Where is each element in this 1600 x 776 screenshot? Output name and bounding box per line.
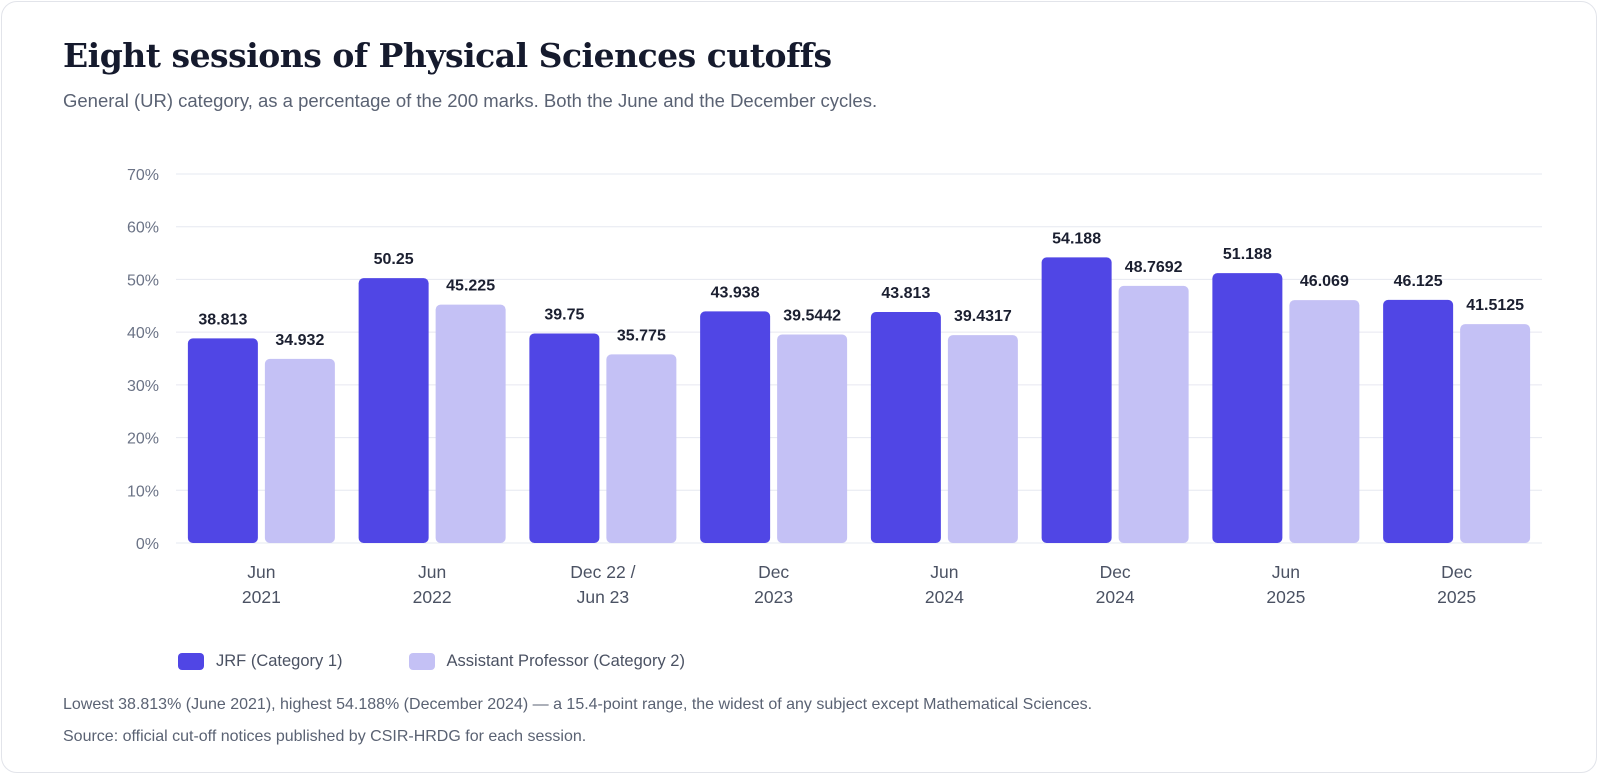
bar-jrf (870, 312, 941, 543)
y-tick-label: 30% (127, 378, 159, 395)
data-label-jrf: 43.938 (711, 284, 760, 301)
legend-label-assistant-professor: Assistant Professor (Category 2) (446, 652, 685, 670)
y-tick-label: 70% (127, 167, 159, 184)
legend-swatch-assistant-professor (408, 653, 435, 670)
y-tick-label: 0% (136, 536, 159, 553)
x-tick-label: Dec (1100, 562, 1131, 582)
bar-assistant-professor (1118, 285, 1189, 543)
y-tick-label: 10% (127, 483, 159, 500)
data-label-jrf: 43.813 (881, 285, 930, 302)
bar-assistant-professor (1289, 300, 1360, 543)
x-tick-label: Jun 23 (577, 587, 630, 607)
range-note: Lowest 38.813% (June 2021), highest 54.1… (63, 696, 1093, 713)
legend-item-jrf: JRF (Category 1) (178, 652, 343, 671)
data-label-assistant-professor: 41.5125 (1466, 297, 1524, 314)
data-label-jrf: 54.188 (1052, 230, 1101, 247)
x-tick-label: 2024 (1096, 587, 1135, 607)
legend-label-jrf: JRF (Category 1) (216, 652, 343, 670)
bar-assistant-professor (435, 304, 506, 543)
x-tick-label: 2023 (754, 587, 793, 607)
data-label-jrf: 51.188 (1223, 246, 1272, 263)
y-tick-label: 50% (127, 272, 159, 289)
x-tick-label: Dec (758, 562, 789, 582)
chart-title: Eight sessions of Physical Sciences cuto… (63, 36, 832, 75)
x-tick-label: Dec 22 / (570, 562, 635, 582)
bar-jrf (529, 333, 600, 543)
data-label-jrf: 39.75 (544, 306, 584, 323)
bar-jrf (1212, 273, 1283, 543)
bar-jrf (187, 338, 258, 543)
data-label-assistant-professor: 46.069 (1300, 273, 1349, 290)
x-tick-label: Jun (1272, 562, 1300, 582)
bar-assistant-professor (264, 358, 335, 543)
y-tick-label: 40% (127, 325, 159, 342)
bar-chart: 0% 10% 20% 30% 40% 50% 60% 70% 38.813 34.932 Jun 20… (127, 167, 1542, 607)
y-tick-label: 60% (127, 220, 159, 237)
data-label-assistant-professor: 39.5442 (783, 308, 841, 325)
data-label-jrf: 46.125 (1394, 273, 1443, 290)
bar-assistant-professor (947, 335, 1018, 543)
legend-swatch-jrf (178, 653, 204, 670)
y-tick-label: 20% (127, 431, 159, 448)
x-tick-label: 2021 (242, 587, 281, 607)
bar-jrf (700, 311, 771, 543)
x-tick-label: Dec (1441, 562, 1472, 582)
legend-item-assistant-professor: Assistant Professor (Category 2) (408, 652, 685, 671)
bar-jrf (358, 278, 429, 543)
data-label-assistant-professor: 34.932 (275, 332, 324, 349)
bar-assistant-professor (1460, 324, 1531, 543)
x-tick-label: 2024 (925, 587, 964, 607)
bar-assistant-professor (777, 334, 848, 543)
source-note: Source: official cut-off notices publish… (63, 728, 587, 745)
x-tick-label: 2022 (413, 587, 452, 607)
bar-jrf (1383, 299, 1454, 543)
data-label-jrf: 50.25 (374, 251, 414, 268)
chart-subtitle: General (UR) category, as a percentage o… (63, 90, 878, 111)
x-tick-label: 2025 (1266, 587, 1305, 607)
data-label-assistant-professor: 35.775 (617, 327, 666, 344)
data-label-assistant-professor: 48.7692 (1125, 259, 1183, 276)
bar-assistant-professor (606, 354, 677, 543)
data-label-assistant-professor: 39.4317 (954, 308, 1012, 325)
x-tick-label: Jun (247, 562, 275, 582)
data-label-jrf: 38.813 (198, 311, 247, 328)
x-tick-label: Jun (930, 562, 958, 582)
x-tick-label: Jun (418, 562, 446, 582)
chart-legend: JRF (Category 1) Assistant Professor (Ca… (178, 652, 685, 671)
data-label-assistant-professor: 45.225 (446, 278, 495, 295)
bar-jrf (1041, 257, 1112, 543)
x-tick-label: 2025 (1437, 587, 1476, 607)
